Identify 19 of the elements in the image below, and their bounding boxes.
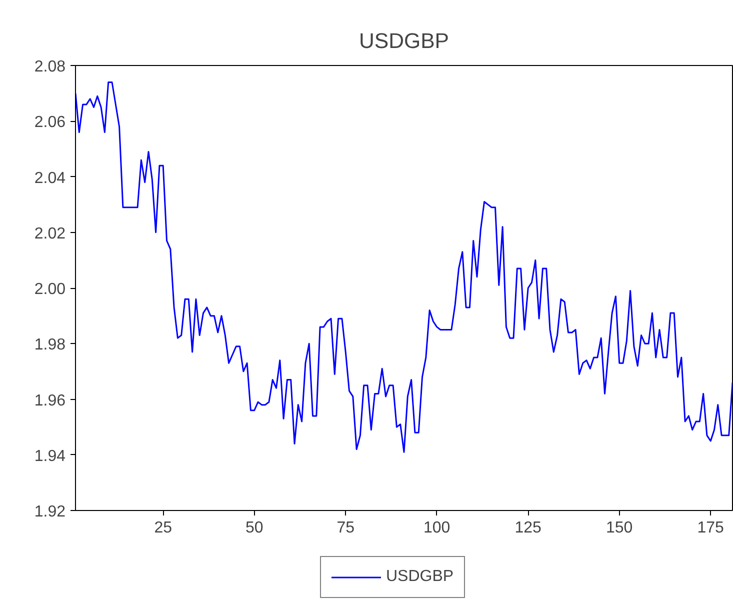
x-tick-label: 75	[336, 520, 355, 536]
x-tick-label: 25	[154, 520, 172, 536]
y-tick-label: 2.04	[34, 170, 66, 187]
y-tick-label: 2.06	[34, 114, 66, 132]
legend-label: USDGBP	[386, 568, 454, 586]
y-tick-label: 1.92	[34, 504, 66, 520]
y-tick-label: 1.94	[34, 448, 66, 465]
x-tick-label: 100	[424, 520, 450, 536]
y-tick-label: 1.98	[34, 336, 66, 354]
y-tick-label: 1.96	[34, 392, 66, 410]
line-series	[76, 81, 732, 453]
chart-title: USDGBP	[358, 29, 450, 53]
x-tick-label: 50	[245, 520, 264, 536]
x-tick-label: 125	[514, 520, 542, 536]
y-tick-label: 2.02	[34, 225, 66, 242]
y-tick-label: 2.00	[34, 281, 66, 298]
y-tick-label: 2.08	[34, 58, 66, 76]
x-tick-label: 175	[697, 520, 724, 536]
x-tick-label: 150	[606, 520, 633, 536]
